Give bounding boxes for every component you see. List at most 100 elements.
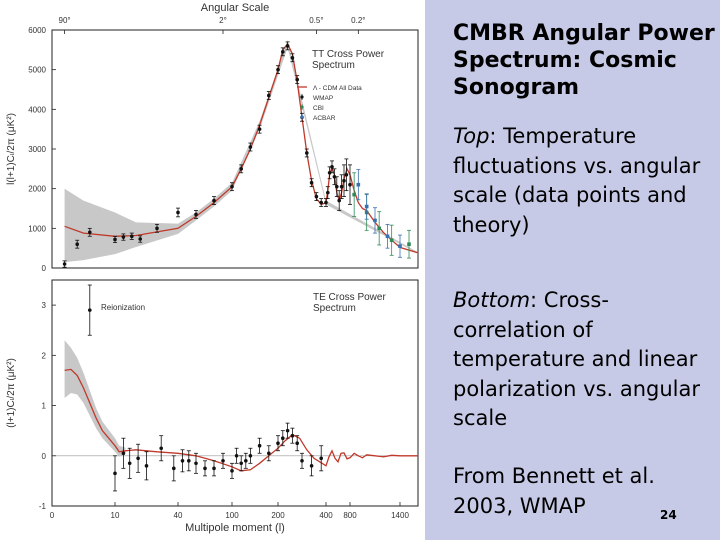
cbi-point — [407, 242, 411, 246]
bottom-label: Bottom — [453, 288, 531, 312]
te-theory-curve — [64, 368, 418, 472]
tt-wmap-point — [319, 200, 324, 205]
te-xtick-label: 0 — [50, 511, 55, 520]
acbar-point — [373, 218, 377, 223]
tt-wmap-point — [257, 127, 262, 131]
text-panel: CMBR Angular Power Spectrum: Cosmic Sono… — [425, 0, 720, 540]
tt-wmap-point — [290, 55, 295, 60]
te-title: TE Cross Power — [313, 292, 386, 303]
cbi-point — [389, 238, 394, 243]
te-ytick-label: 3 — [42, 301, 47, 310]
te-xlabel: Multipole moment (l) — [185, 522, 285, 534]
tt-wmap-point — [230, 184, 234, 189]
te-wmap-point — [285, 428, 290, 433]
tt-wmap-point — [326, 190, 330, 195]
te-wmap-point — [127, 461, 132, 466]
tt-ytick-label: 3000 — [28, 145, 46, 154]
te-frame — [51, 279, 419, 507]
te-wmap-point — [239, 461, 243, 466]
tt-title: Spectrum — [312, 60, 355, 71]
te-wmap-point — [257, 443, 262, 448]
tt-wmap-point — [176, 210, 180, 215]
bottom-description: Bottom: Cross-correlation of temperature… — [453, 286, 715, 434]
te-wmap-point — [180, 459, 185, 463]
te-wmap-point — [121, 451, 126, 456]
te-ytick-label: -1 — [39, 502, 47, 511]
te-wmap-point — [88, 308, 92, 312]
legend-label: ACBAR — [313, 115, 336, 122]
tt-wmap-point — [314, 194, 319, 199]
cmbr-figure: 0 1000 2000 3000 4000 5000 6000 -1 0 1 2 3 0 10 40 100 2… — [6, 2, 419, 534]
tt-wmap-point — [121, 235, 126, 239]
tt-wmap-point — [348, 182, 352, 187]
tt-title: TT Cross Power — [312, 49, 385, 60]
te-xtick-label: 100 — [225, 511, 239, 520]
te-wmap-point — [187, 459, 191, 463]
te-title: Spectrum — [313, 303, 356, 314]
te-xtick-label: 200 — [271, 511, 285, 520]
tt-wmap-point — [327, 171, 332, 175]
tt-top-axis-title: Angular Scale — [201, 2, 270, 14]
tt-wmap-point — [332, 174, 337, 179]
te-wmap-point — [309, 464, 314, 468]
tt-wmap-point — [75, 242, 79, 246]
tt-ytick-label: 4000 — [28, 105, 46, 114]
te-wmap-point — [290, 433, 295, 438]
tt-wmap-point — [335, 184, 339, 189]
tt-wmap-point — [248, 145, 253, 149]
reionization-label: Reionization — [101, 303, 145, 312]
slide-title: CMBR Angular Power Spectrum: Cosmic Sono… — [453, 21, 715, 100]
te-wmap-point — [221, 459, 225, 463]
tt-top-tick-label: 0.5° — [309, 16, 323, 25]
legend-marker — [300, 95, 304, 99]
te-wmap-point — [203, 466, 207, 471]
te-xtick-label: 400 — [319, 511, 333, 520]
tt-top-tick-label: 2° — [219, 16, 227, 25]
tt-wmap-point — [339, 184, 344, 189]
te-wmap-point — [144, 464, 149, 468]
tt-wmap-point — [324, 200, 328, 205]
te-cosmic-variance-band — [64, 340, 126, 457]
tt-wmap-point — [295, 77, 300, 82]
te-ytick-label: 1 — [42, 402, 47, 411]
tt-wmap-point — [88, 230, 92, 235]
te-xtick-label: 800 — [343, 511, 357, 520]
top-text: : Temperature fluctuations vs. angular s… — [453, 124, 701, 237]
te-wmap-point — [172, 466, 176, 471]
tt-ylabel: l(l+1)Cₗ/2π (μK²) — [6, 113, 17, 185]
tt-wmap-point — [267, 93, 271, 98]
tt-ytick-label: 5000 — [28, 66, 46, 75]
top-description: Top: Temperature fluctuations vs. angula… — [453, 122, 715, 240]
tt-wmap-point — [138, 237, 142, 241]
legend-marker — [300, 115, 304, 119]
tt-top-tick-label: 90° — [59, 16, 71, 25]
tt-wmap-point — [212, 198, 216, 203]
legend-label: Λ - CDM All Data — [313, 85, 362, 92]
tt-wmap-point — [113, 237, 117, 242]
te-wmap-point — [194, 461, 198, 466]
legend-label: WMAP — [313, 95, 333, 102]
te-xtick-label: 40 — [174, 511, 183, 520]
te-wmap-point — [230, 469, 234, 473]
te-wmap-point — [295, 441, 300, 446]
slide-number: 24 — [660, 508, 677, 522]
te-wmap-point — [276, 441, 280, 446]
tt-cosmic-variance-band — [64, 39, 418, 263]
credit-text: From Bennett et al. 2003, WMAP — [453, 464, 655, 518]
te-wmap-point — [267, 451, 271, 456]
legend-label: CBI — [313, 105, 324, 112]
legend-marker — [300, 105, 304, 109]
cbi-point — [377, 226, 381, 231]
te-ytick-label: 2 — [42, 351, 47, 360]
tt-wmap-point — [62, 262, 67, 266]
te-wmap-point — [319, 456, 324, 461]
tt-wmap-point — [194, 212, 198, 217]
te-ylabel: (l+1)Cₗ/2π (μK²) — [6, 358, 17, 428]
cbi-point — [352, 192, 356, 197]
te-wmap-point — [113, 471, 117, 476]
tt-wmap-point — [330, 165, 334, 169]
tt-ytick-label: 0 — [42, 264, 47, 273]
te-wmap-point — [234, 453, 239, 458]
acbar-point — [385, 234, 390, 239]
acbar-point — [398, 244, 402, 248]
